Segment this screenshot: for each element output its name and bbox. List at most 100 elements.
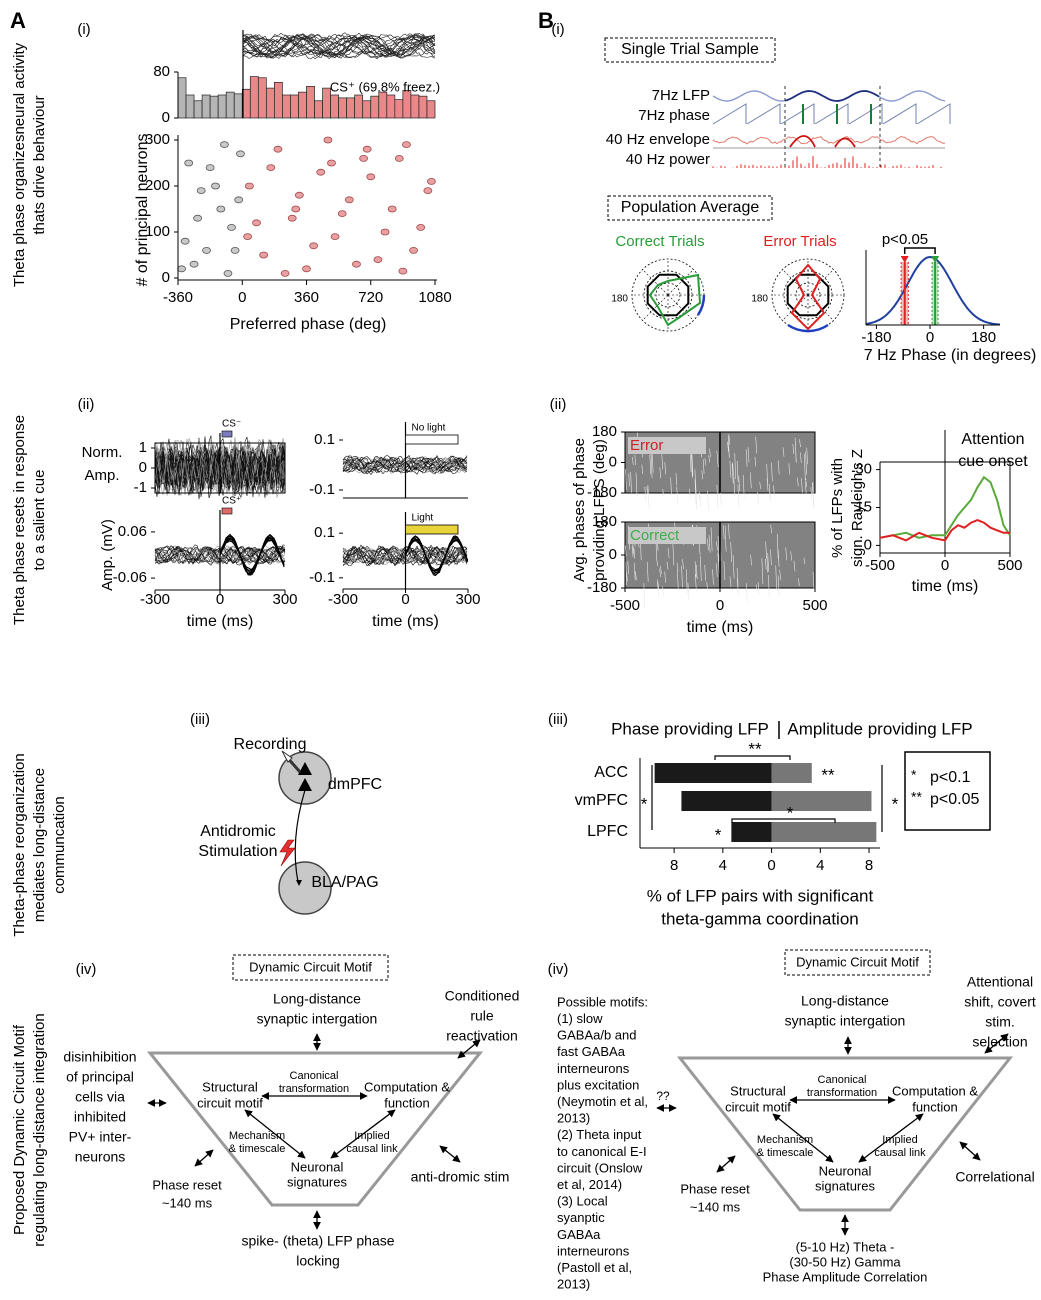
histogram-bar: [410, 94, 420, 119]
diagram-label: Structural: [730, 1083, 786, 1098]
diagram-label: Canonical: [818, 1074, 867, 1086]
motif-list: plus excitation: [557, 1077, 639, 1092]
legend-box: [904, 751, 991, 831]
histogram-bar: [225, 91, 235, 119]
title-box: [604, 37, 776, 63]
scatter-point: [189, 260, 199, 268]
polar-spoke: [667, 294, 694, 321]
scatter-point: [244, 182, 254, 190]
y-tick-label: -0.06: [113, 569, 147, 586]
diagram-label: stim.: [985, 1014, 1015, 1030]
arrow: [439, 1145, 461, 1163]
motif-list: (1) slow: [557, 1011, 603, 1026]
histogram-bar: [265, 87, 275, 119]
neuron: [298, 762, 312, 791]
trace: [242, 32, 436, 59]
x-tick-label: 0: [941, 557, 949, 574]
diagram-label: Attentional: [967, 974, 1033, 990]
cue-marker: [221, 507, 233, 515]
box-title: Dynamic Circuit Motif: [249, 959, 372, 974]
x-axis-label: time (ms): [912, 578, 979, 595]
motif-list: (2) Theta input: [557, 1127, 642, 1142]
bar: [731, 822, 772, 842]
x-tick-label: 8: [865, 857, 873, 874]
scatter-point: [184, 159, 194, 167]
trace-label: 7Hz phase: [638, 107, 710, 124]
sub-label: (iii): [190, 711, 210, 728]
motif-list: fast GABAa: [557, 1044, 626, 1059]
diagram-label: Phase Amplitude Correlation: [763, 1269, 928, 1284]
x-axis-label: theta-gamma coordination: [661, 909, 859, 928]
scatter-point: [309, 242, 319, 250]
trace-label: 7Hz LFP: [652, 87, 710, 104]
trace: [242, 37, 436, 55]
histogram-bar: [378, 91, 388, 119]
line: [879, 519, 1010, 542]
diagram-label: PV+ inter-: [69, 1129, 132, 1145]
histogram-bar: [185, 94, 195, 119]
y-tick-label: 30: [855, 461, 872, 478]
box-title: Dynamic Circuit Motif: [796, 954, 919, 969]
scatter-point: [243, 233, 253, 241]
y-tick-label: -1: [134, 479, 147, 496]
significance: *: [715, 825, 722, 844]
motif-list: (3) Local: [557, 1194, 608, 1209]
motif-list: circuit (Onslow: [557, 1160, 643, 1175]
histogram-bar: [370, 95, 380, 119]
histogram-bar: [394, 99, 404, 119]
row-label: to a salient cue: [31, 470, 48, 571]
trace: [242, 33, 436, 58]
x-tick-label: 0: [401, 591, 409, 608]
x-tick-label: -180: [861, 329, 891, 346]
scatter-point: [234, 196, 244, 204]
motif-list: Possible motifs:: [557, 994, 648, 1009]
histogram-bar: [386, 94, 396, 119]
trace: [242, 32, 436, 60]
diagram-label: Correlational: [955, 1169, 1034, 1185]
axon: [294, 789, 306, 883]
scatter-point: [291, 205, 301, 213]
histogram-bar: [338, 97, 348, 119]
histogram-bar: [330, 94, 339, 119]
scatter-point: [316, 168, 326, 176]
x-tick-label: 300: [272, 591, 297, 608]
bar: [771, 822, 877, 842]
cue-label: No light: [412, 423, 446, 434]
row-label: Theta phase organizesneural activity: [11, 42, 28, 287]
diagram-label: synaptic intergation: [785, 1013, 906, 1029]
y-axis-label: providing LFPS (deg): [591, 439, 608, 581]
scatter-point: [205, 164, 215, 172]
mean-marker: [900, 256, 909, 263]
y-tick-label: 0: [162, 109, 170, 126]
sub-label: (iv): [548, 961, 569, 978]
histogram-bar: [201, 94, 211, 119]
panel-label: Error: [630, 437, 663, 454]
scatter-point: [202, 246, 211, 254]
label-box: [628, 527, 706, 544]
y-tick-label: 0: [609, 546, 617, 563]
x-tick-label: 1080: [418, 289, 451, 306]
histogram-bar: [314, 100, 323, 119]
diagram-label: rule: [470, 1008, 494, 1024]
scatter-point: [409, 246, 418, 254]
scatter-point: [259, 251, 269, 259]
y-tick-label: 1: [139, 439, 147, 456]
chart-title: Phase providing LFP: [611, 719, 769, 738]
diagram-label: selection: [972, 1034, 1027, 1050]
y-tick-label: 15: [855, 498, 872, 515]
arrow: [772, 1113, 834, 1163]
scatter-point: [373, 256, 383, 264]
histogram-bar: [282, 94, 291, 119]
sub-label: (iv): [76, 961, 97, 978]
histogram-bar: [257, 77, 267, 119]
diagram-label: Structural: [202, 1079, 258, 1094]
evoked-trace: [219, 534, 285, 576]
row-label: Theta phase resets in response: [11, 415, 28, 625]
y-tick-label: 0: [864, 536, 872, 553]
scatter-point: [302, 265, 311, 273]
diagram-label: circuit motif: [197, 1095, 263, 1110]
evoked-trace: [405, 539, 468, 572]
scatter-point: [177, 265, 186, 273]
title-box: [784, 949, 931, 976]
motif-frame: [676, 1056, 1014, 1212]
